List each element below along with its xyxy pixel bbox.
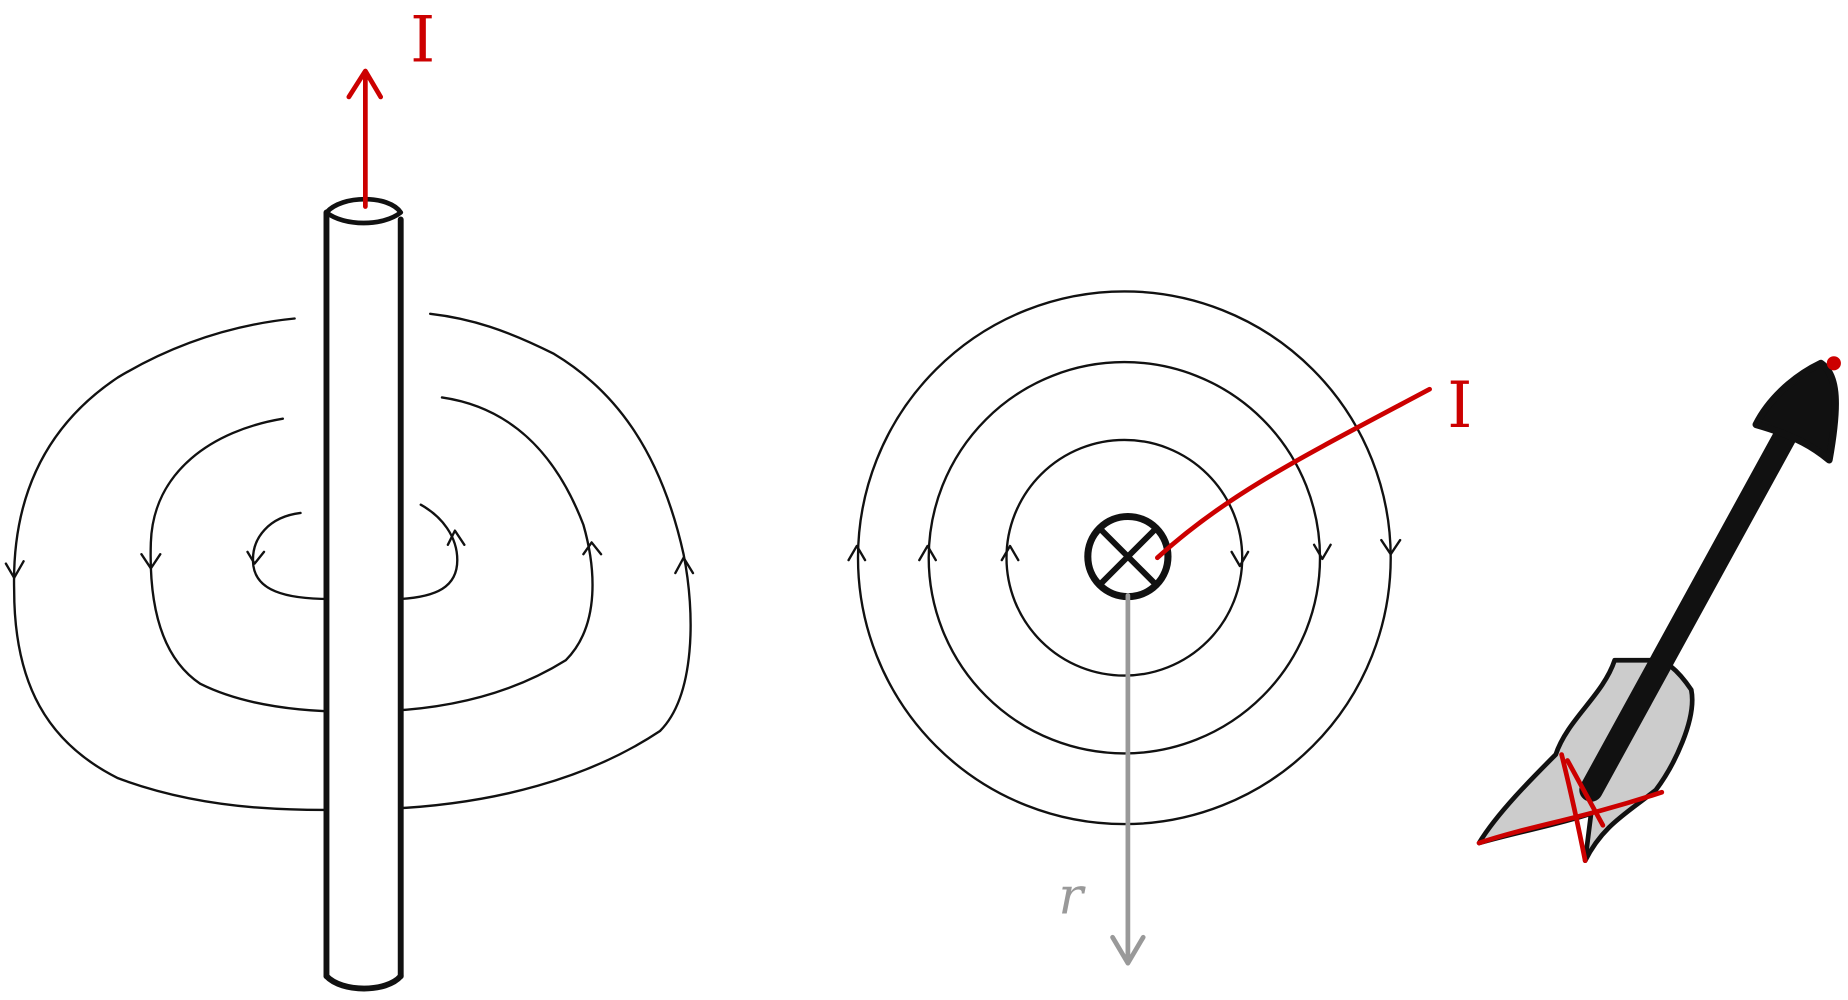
fletching <box>1476 656 1695 864</box>
arrowhead <box>1752 359 1839 464</box>
radius-arrow <box>1110 593 1146 966</box>
shaft <box>1579 412 1804 802</box>
tip-dot <box>1826 356 1841 371</box>
cross-section: r I <box>847 290 1472 966</box>
wire: I <box>323 4 435 992</box>
arrow-icon <box>1476 356 1841 864</box>
red-marks <box>1476 752 1665 864</box>
current-label: I <box>410 4 435 78</box>
current-pointer <box>1155 386 1432 561</box>
loop-arrowheads <box>4 529 695 579</box>
field-circle <box>1005 438 1244 677</box>
field-circle <box>856 290 1392 826</box>
current-label: I <box>1447 369 1472 443</box>
circle-arrowheads <box>847 538 1402 568</box>
wire-sides <box>323 209 404 980</box>
wire-top <box>324 196 404 226</box>
current-arrow <box>346 68 384 209</box>
into-page-cross <box>1096 525 1160 588</box>
field-circle <box>927 360 1322 755</box>
wire-bottom <box>323 973 404 992</box>
wire-body <box>326 212 401 979</box>
radius-label: r <box>1058 867 1086 927</box>
